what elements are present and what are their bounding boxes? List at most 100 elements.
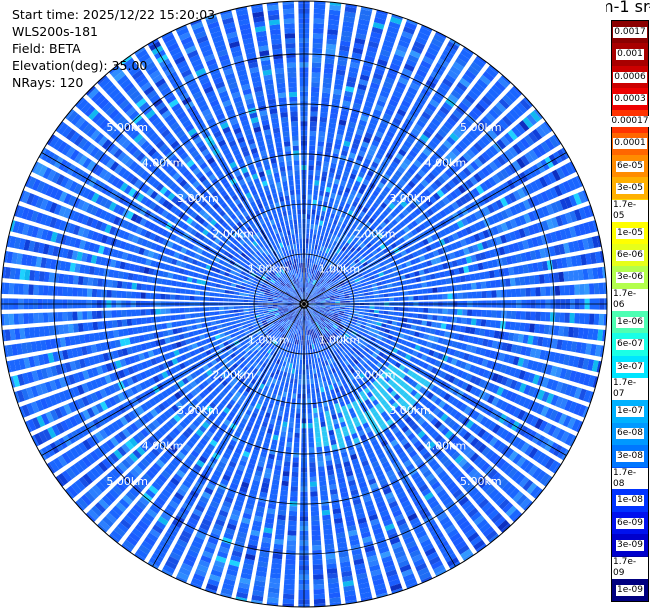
range-gate (491, 396, 500, 407)
range-gate (593, 282, 600, 295)
range-gate (391, 282, 398, 287)
range-gate (507, 129, 518, 141)
range-gate (357, 287, 363, 291)
range-gate (543, 174, 553, 186)
range-gate (393, 297, 399, 301)
range-gate (496, 155, 507, 166)
range-gate (360, 114, 369, 122)
range-gate (456, 258, 463, 266)
range-gate (311, 243, 315, 250)
range-gate (525, 287, 531, 297)
range-gate (326, 181, 333, 188)
range-gate (306, 292, 309, 298)
range-gate (597, 201, 606, 214)
range-gate (342, 268, 349, 273)
range-gate (419, 255, 426, 262)
range-gate (442, 262, 449, 270)
range-gate (608, 314, 610, 326)
range-gate (512, 242, 520, 252)
range-gate (422, 55, 434, 65)
radar-ray (305, 216, 607, 304)
range-gate (416, 352, 423, 359)
range-gate (430, 343, 437, 350)
range-gate (500, 364, 508, 374)
range-gate (313, 588, 325, 595)
range-gate (305, 282, 307, 288)
range-gate (421, 201, 430, 210)
range-gate (495, 398, 504, 409)
range-gate (280, 485, 289, 492)
range-gate (461, 217, 469, 227)
range-gate (373, 313, 379, 318)
range-gate (437, 128, 447, 138)
range-gate (416, 283, 423, 289)
range-gate (383, 315, 389, 319)
range-gate (390, 277, 397, 283)
range-gate (380, 202, 388, 209)
range-gate (328, 233, 333, 239)
range-gate (340, 150, 348, 157)
range-gate (327, 290, 333, 294)
range-gate (541, 205, 550, 217)
range-gate (522, 116, 534, 129)
range-gate (441, 315, 448, 322)
range-gate (461, 136, 472, 147)
range-gate (414, 270, 420, 277)
range-gate (464, 237, 472, 245)
range-gate (369, 246, 376, 252)
range-gate (401, 209, 409, 217)
range-gate (412, 264, 419, 271)
range-gate (546, 218, 554, 230)
range-gate (390, 242, 398, 249)
range-gate (336, 64, 347, 71)
range-gate (505, 377, 513, 388)
range-gate (434, 272, 441, 279)
range-gate (405, 341, 412, 348)
range-gate (390, 161, 399, 169)
range-gate (398, 178, 407, 187)
range-gate (313, 294, 319, 298)
range-gate (344, 11, 356, 18)
range-gate (501, 342, 508, 351)
range-gate (403, 95, 414, 104)
range-gate (351, 52, 363, 60)
range-gate (291, 398, 296, 404)
range-gate (350, 147, 358, 155)
range-gate (319, 480, 327, 487)
range-gate (601, 233, 607, 247)
range-gate (579, 313, 585, 324)
range-gate (606, 362, 607, 376)
range-gate (466, 283, 472, 290)
range-gate (466, 164, 476, 174)
range-gate (422, 238, 429, 246)
range-gate (451, 176, 460, 186)
radar-ray (304, 1, 343, 303)
range-gate (316, 234, 320, 241)
range-gate (330, 275, 336, 281)
range-gate (294, 437, 300, 443)
range-gate (391, 174, 400, 182)
range-gate (475, 253, 482, 262)
range-gate (544, 138, 555, 151)
range-gate (500, 376, 509, 386)
range-gate (360, 258, 366, 264)
range-gate (418, 214, 426, 222)
range-gate (312, 564, 323, 570)
range-gate (339, 307, 345, 310)
range-gate (410, 163, 419, 172)
range-gate (437, 161, 447, 171)
range-gate (504, 165, 514, 177)
range-gate (407, 253, 414, 260)
range-gate (382, 81, 393, 90)
range-gate (77, 519, 89, 531)
range-gate (357, 273, 363, 278)
range-gate (333, 292, 339, 295)
range-gate (312, 292, 317, 297)
range-gate (407, 54, 419, 63)
range-gate (392, 316, 399, 321)
range-gate (496, 289, 502, 298)
range-gate (394, 215, 402, 223)
range-gate (386, 194, 394, 202)
range-gate (307, 294, 312, 299)
range-gate (307, 204, 312, 210)
